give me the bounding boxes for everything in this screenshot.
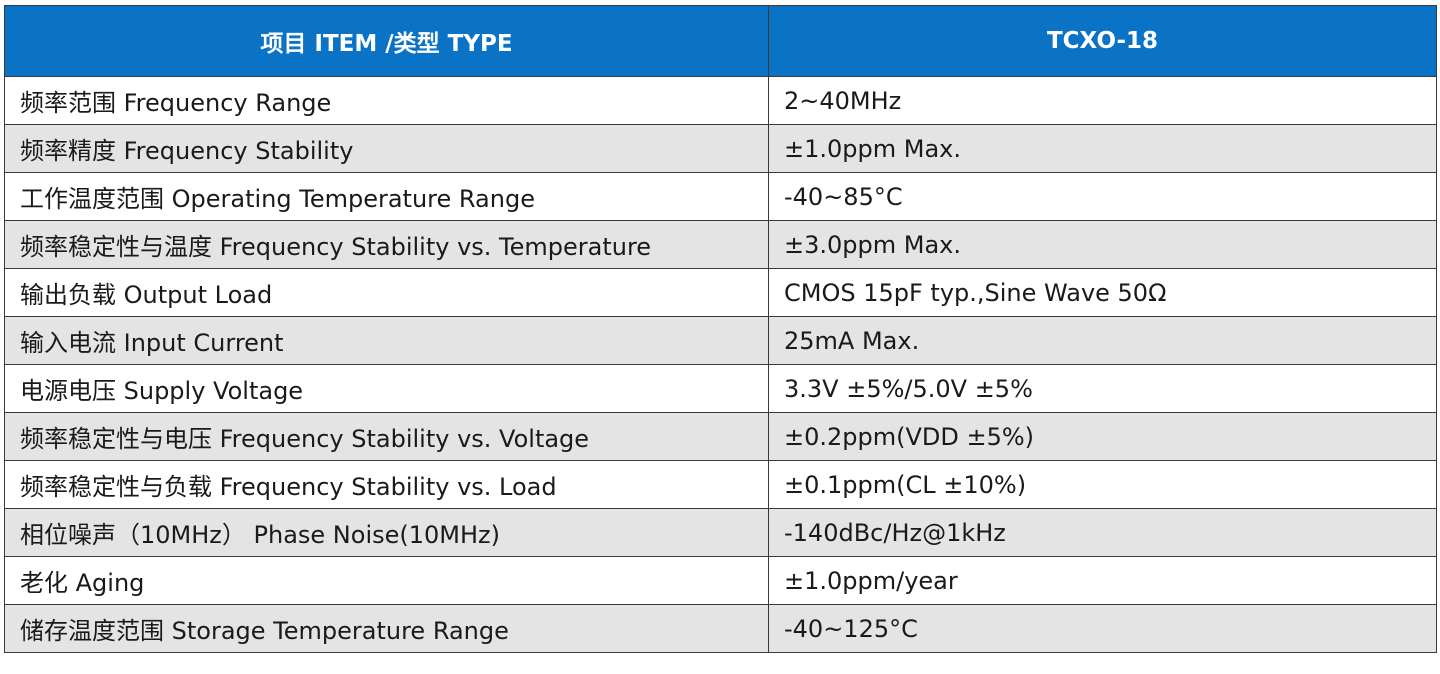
- row-value: 25mA Max.: [768, 316, 1437, 365]
- row-value: CMOS 15pF typ.,Sine Wave 50Ω: [768, 268, 1437, 317]
- table-row: 输出负载 Output Load CMOS 15pF typ.,Sine Wav…: [4, 268, 1437, 317]
- table-row: 频率精度 Frequency Stability ±1.0ppm Max.: [4, 124, 1437, 173]
- table-row: 电源电压 Supply Voltage 3.3V ±5%/5.0V ±5%: [4, 364, 1437, 413]
- header-item-type: 项目 ITEM /类型 TYPE: [4, 5, 769, 77]
- row-parameter: 老化 Aging: [4, 556, 769, 605]
- spec-table: 项目 ITEM /类型 TYPE TCXO-18 频率范围 Frequency …: [4, 5, 1437, 653]
- table-row: 工作温度范围 Operating Temperature Range -40~8…: [4, 172, 1437, 221]
- row-parameter: 相位噪声（10MHz） Phase Noise(10MHz): [4, 508, 769, 557]
- row-parameter: 电源电压 Supply Voltage: [4, 364, 769, 413]
- row-parameter: 输入电流 Input Current: [4, 316, 769, 365]
- table-row: 频率范围 Frequency Range 2~40MHz: [4, 76, 1437, 125]
- row-parameter: 储存温度范围 Storage Temperature Range: [4, 604, 769, 653]
- row-value: -140dBc/Hz@1kHz: [768, 508, 1437, 557]
- table-row: 输入电流 Input Current 25mA Max.: [4, 316, 1437, 365]
- row-parameter: 工作温度范围 Operating Temperature Range: [4, 172, 769, 221]
- row-value: ±3.0ppm Max.: [768, 220, 1437, 269]
- table-row: 相位噪声（10MHz） Phase Noise(10MHz) -140dBc/H…: [4, 508, 1437, 557]
- row-parameter: 频率稳定性与电压 Frequency Stability vs. Voltage: [4, 412, 769, 461]
- header-model: TCXO-18: [768, 5, 1437, 77]
- header-row: 项目 ITEM /类型 TYPE TCXO-18: [4, 5, 1437, 77]
- row-value: ±0.1ppm(CL ±10%): [768, 460, 1437, 509]
- row-value: -40~85°C: [768, 172, 1437, 221]
- row-value: 3.3V ±5%/5.0V ±5%: [768, 364, 1437, 413]
- row-value: ±1.0ppm Max.: [768, 124, 1437, 173]
- row-parameter: 频率精度 Frequency Stability: [4, 124, 769, 173]
- row-parameter: 输出负载 Output Load: [4, 268, 769, 317]
- row-value: -40~125°C: [768, 604, 1437, 653]
- table-row: 频率稳定性与温度 Frequency Stability vs. Tempera…: [4, 220, 1437, 269]
- table-row: 老化 Aging ±1.0ppm/year: [4, 556, 1437, 605]
- table-row: 频率稳定性与负载 Frequency Stability vs. Load ±0…: [4, 460, 1437, 509]
- row-parameter: 频率稳定性与温度 Frequency Stability vs. Tempera…: [4, 220, 769, 269]
- row-parameter: 频率稳定性与负载 Frequency Stability vs. Load: [4, 460, 769, 509]
- table-row: 储存温度范围 Storage Temperature Range -40~125…: [4, 604, 1437, 653]
- row-value: ±1.0ppm/year: [768, 556, 1437, 605]
- table-row: 频率稳定性与电压 Frequency Stability vs. Voltage…: [4, 412, 1437, 461]
- row-parameter: 频率范围 Frequency Range: [4, 76, 769, 125]
- row-value: ±0.2ppm(VDD ±5%): [768, 412, 1437, 461]
- row-value: 2~40MHz: [768, 76, 1437, 125]
